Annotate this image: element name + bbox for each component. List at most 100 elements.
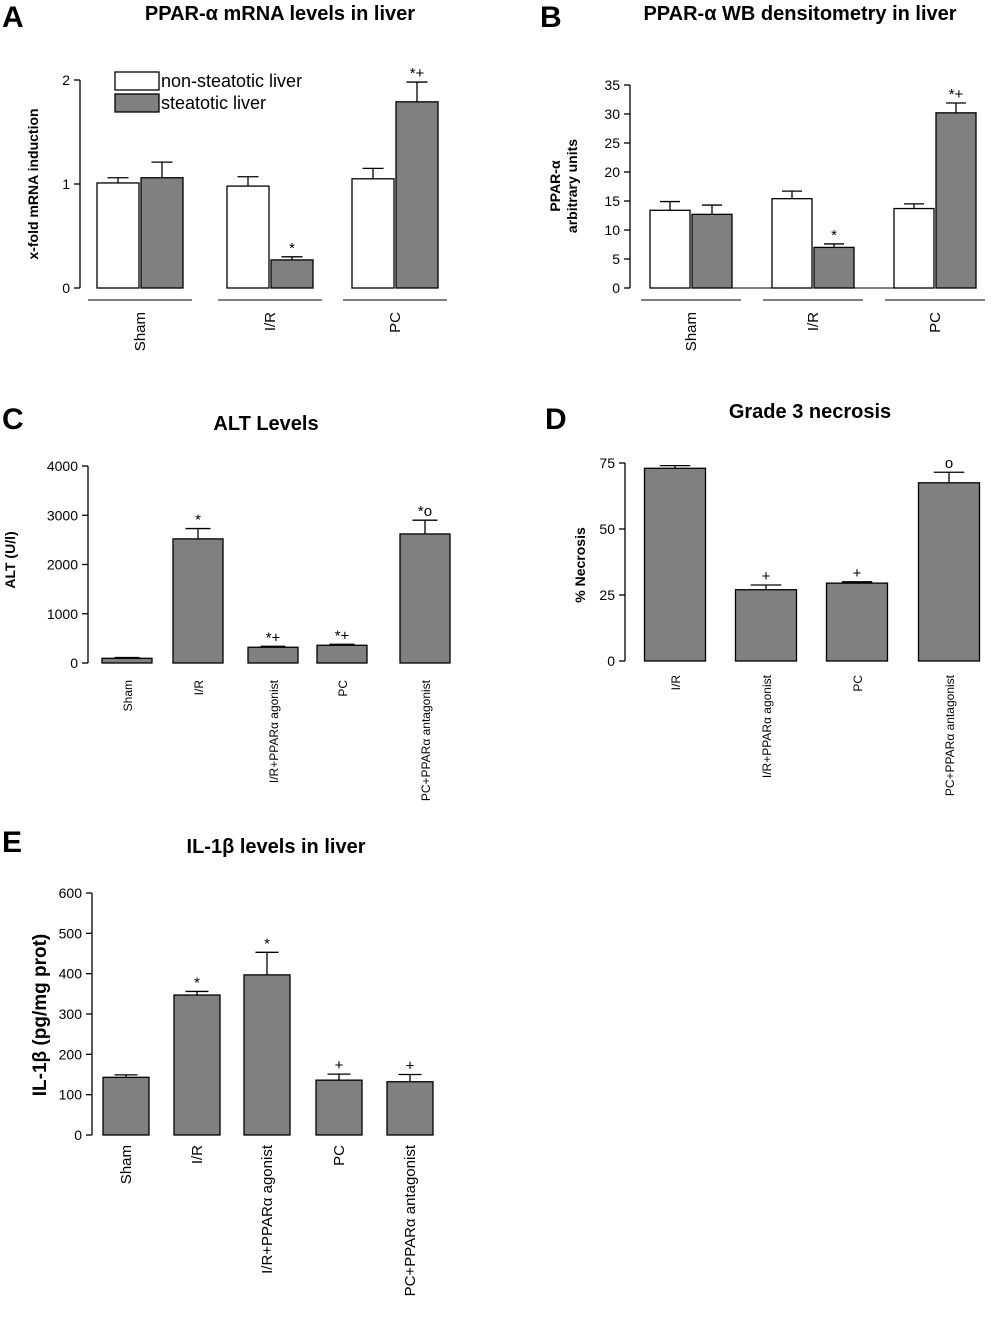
y-tick-label: 3000 (47, 507, 78, 523)
y-tick-label: 0 (74, 1127, 82, 1143)
category-label: I/R (192, 680, 206, 696)
category-label: PC+PPARα antagonist (402, 1144, 419, 1296)
y-tick-label: 1000 (47, 606, 78, 622)
bar-value (173, 994, 221, 1136)
bar-steatotic-liver (140, 177, 184, 289)
chart-title: PPAR-α mRNA levels in liver (145, 3, 415, 25)
significance-mark: *o (418, 503, 432, 520)
category-label: Sham (683, 312, 700, 351)
significance-mark: * (264, 935, 270, 952)
y-tick-label: 75 (599, 455, 615, 471)
bar-value (643, 467, 707, 662)
legend-label: non-steatotic liver (161, 71, 302, 91)
y-tick-label: 2000 (47, 557, 78, 573)
legend-swatch (114, 93, 160, 113)
panel-a: A PPAR-α mRNA levels in liver 0 1 2 x-fold mR… (2, 1, 447, 351)
y-tick-label: 25 (599, 587, 615, 603)
y-tick-label: 100 (59, 1087, 83, 1103)
significance-mark: *+ (949, 86, 964, 103)
bar-value (102, 1076, 150, 1136)
category-label: PC (927, 312, 944, 333)
panel-letter: A (2, 1, 24, 34)
y-tick-label: 300 (59, 1006, 83, 1022)
category-label: I/R (262, 312, 279, 331)
panel-letter: D (545, 403, 567, 436)
significance-mark: + (335, 1057, 344, 1074)
bar-value (386, 1081, 434, 1136)
category-label: PC+PPARα antagonist (943, 674, 957, 796)
bar-value (734, 589, 798, 662)
y-tick-label: 15 (604, 193, 620, 209)
bar-steatotic-liver (935, 112, 977, 289)
bar-steatotic-liver (395, 101, 439, 289)
chart-title: Grade 3 necrosis (729, 401, 891, 423)
panel-d: D Grade 3 necrosis 0 25 50 75 % Necrosis I/R + I/… (545, 401, 981, 796)
chart-title: IL-1β levels in liver (187, 836, 366, 858)
y-tick-label: 25 (604, 135, 620, 151)
significance-mark: + (762, 568, 771, 585)
panel-c: C ALT Levels 0 1000 2000 3000 4000 ALT (U/l) Sha… (2, 403, 451, 801)
panel-letter: E (2, 826, 22, 859)
y-axis-label: PPAR-αarbitrary units (547, 139, 580, 233)
y-axis-label: ALT (U/l) (2, 531, 18, 588)
bar-value (247, 646, 299, 664)
y-tick-label: 500 (59, 925, 83, 941)
bar-non-steatotic-liver (771, 198, 813, 289)
category-label: Sham (132, 312, 149, 351)
category-label: I/R (189, 1145, 206, 1164)
bar-non-steatotic-liver (649, 209, 691, 289)
bar-steatotic-liver (813, 246, 855, 289)
bar-value (917, 482, 981, 662)
panel-e: E IL-1β levels in liver 0 100 200 300 400 500 60… (2, 826, 434, 1296)
y-axis-label: % Necrosis (572, 527, 588, 603)
significance-mark: * (194, 974, 200, 991)
significance-mark: * (289, 240, 295, 257)
legend-swatch (114, 71, 160, 91)
y-tick-label: 50 (599, 521, 615, 537)
bar-non-steatotic-liver (96, 182, 140, 289)
category-label: I/R (805, 312, 822, 331)
category-label: Sham (121, 680, 135, 711)
category-label: I/R+PPARα agonist (259, 1144, 276, 1274)
bar-steatotic-liver (691, 213, 733, 289)
bar-value (243, 974, 291, 1136)
category-label: PC (331, 1145, 348, 1166)
category-label: Sham (118, 1145, 135, 1184)
chart-title: ALT Levels (213, 413, 318, 435)
category-label: I/R (669, 675, 683, 691)
y-tick-label: 0 (62, 280, 70, 296)
y-axis-label: x-fold mRNA induction (25, 108, 41, 259)
y-tick-label: 0 (70, 655, 78, 671)
bar-value (316, 644, 368, 664)
y-tick-label: 5 (612, 251, 620, 267)
panel-b: B PPAR-α WB densitometry in liver 0 5 10 15 20… (540, 1, 985, 351)
y-tick-label: 1 (62, 176, 70, 192)
bar-non-steatotic-liver (226, 185, 270, 289)
significance-mark: *+ (410, 65, 425, 82)
category-label: PC (387, 312, 404, 333)
significance-mark: * (831, 227, 837, 244)
significance-mark: + (853, 565, 862, 582)
bar-value (172, 538, 224, 664)
category-label: PC (851, 675, 865, 692)
bar-steatotic-liver (270, 259, 314, 289)
significance-mark: o (945, 455, 953, 472)
y-tick-label: 30 (604, 106, 620, 122)
chart-title: PPAR-α WB densitometry in liver (643, 3, 956, 25)
category-label: I/R+PPARα agonist (760, 674, 774, 778)
y-tick-label: 35 (604, 77, 620, 93)
y-tick-label: 0 (612, 280, 620, 296)
bar-value (399, 533, 451, 664)
category-label: PC (336, 680, 350, 697)
bar-non-steatotic-liver (351, 178, 395, 289)
y-tick-label: 0 (607, 653, 615, 669)
y-tick-label: 4000 (47, 458, 78, 474)
panel-letter: B (540, 1, 562, 34)
legend-label: steatotic liver (161, 93, 266, 113)
bar-value (101, 657, 153, 664)
bar-non-steatotic-liver (893, 207, 935, 289)
y-tick-label: 20 (604, 164, 620, 180)
y-tick-label: 600 (59, 885, 83, 901)
category-label: I/R+PPARα agonist (267, 679, 281, 783)
